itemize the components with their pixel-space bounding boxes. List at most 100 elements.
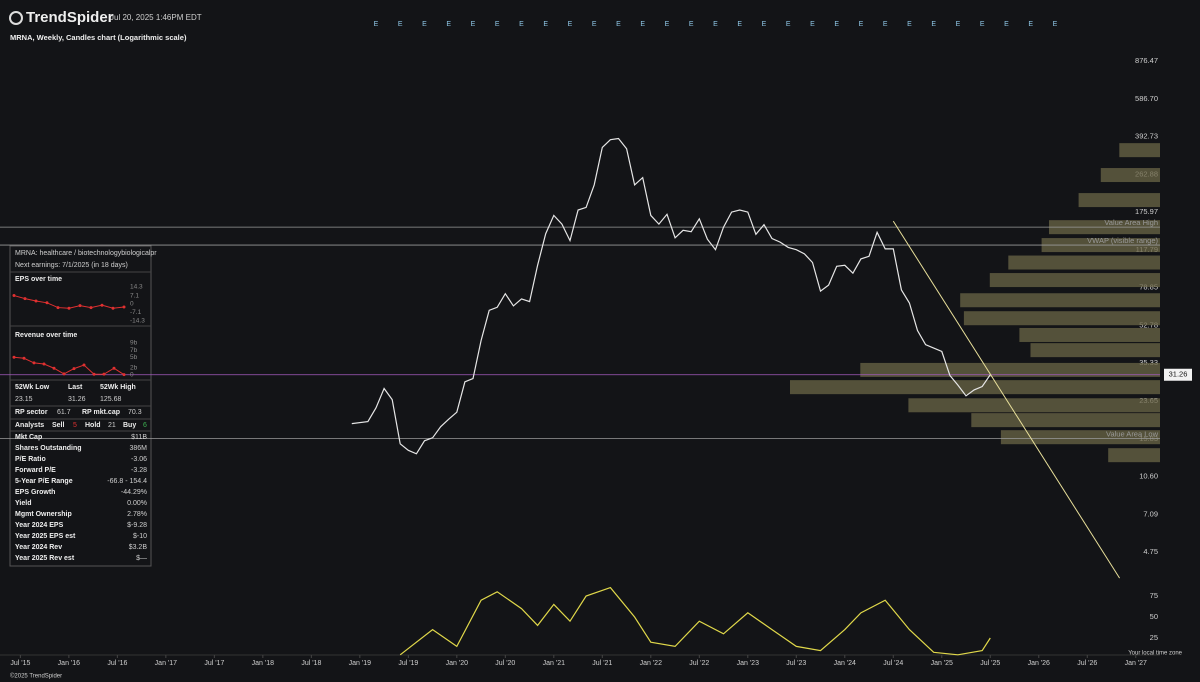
volume-profile-bar: [1008, 255, 1160, 270]
x-tick-label: Jul '24: [883, 660, 903, 667]
row-value: -3.06: [131, 456, 147, 463]
reference-label: Value Area Low: [1106, 429, 1159, 438]
row-label: Yield: [15, 500, 31, 507]
volume-profile-bar: [971, 413, 1160, 428]
x-tick-label: Jul '17: [204, 660, 224, 667]
y-tick-label: 78.85: [1139, 283, 1158, 292]
mini-dot: [32, 361, 36, 365]
mini-dot: [92, 372, 96, 376]
mini-dot: [52, 366, 56, 370]
mini-tick-label: 0: [130, 372, 134, 379]
stat-value: 23.15: [15, 396, 33, 403]
last-price-label: 31.26: [1169, 370, 1188, 379]
y-tick-label: 7.09: [1143, 509, 1158, 518]
y-tick-label: 4.75: [1143, 547, 1158, 556]
earnings-marker: E: [665, 21, 670, 28]
earnings-marker: E: [859, 21, 864, 28]
x-tick-label: Jul '23: [786, 660, 806, 667]
panel-text: 6: [143, 422, 147, 429]
row-value: -44.29%: [121, 489, 147, 496]
earnings-marker: E: [374, 21, 379, 28]
mini-dot: [82, 363, 86, 367]
x-tick-label: Jan '19: [349, 660, 371, 667]
mini-dot: [72, 367, 76, 371]
logo: [9, 11, 23, 25]
x-tick-label: Jul '22: [689, 660, 709, 667]
stat-value: 31.26: [68, 396, 86, 403]
x-tick-label: Jan '20: [446, 660, 468, 667]
mini-dot: [23, 297, 27, 301]
brand: TrendSpider: [26, 9, 114, 26]
earnings-marker: E: [786, 21, 791, 28]
earnings-marker: E: [1053, 21, 1058, 28]
row-value: 2.78%: [127, 511, 147, 518]
x-tick-label: Jan '16: [58, 660, 80, 667]
x-tick-label: Jan '18: [252, 660, 274, 667]
earnings-marker: E: [543, 21, 548, 28]
panel-text: MRNA: healthcare / biotechnologybiologic…: [15, 250, 157, 257]
earnings-marker: E: [980, 21, 985, 28]
mini-dot: [22, 356, 26, 360]
panel-text: Analysts: [15, 422, 44, 429]
mini-dot: [112, 366, 116, 370]
mini-tick-label: 9b: [130, 340, 138, 347]
y-tick-label: 876.47: [1135, 56, 1158, 65]
osc-tick-label: 50: [1150, 612, 1158, 621]
panel-text: 5: [73, 422, 77, 429]
volume-profile-bar: [1108, 448, 1160, 463]
earnings-marker: E: [931, 21, 936, 28]
x-tick-label: Jan '26: [1028, 660, 1050, 667]
chart-title: MRNA, Weekly, Candles chart (Logarithmic…: [10, 33, 187, 42]
panel-text: 61.7: [57, 409, 71, 416]
row-value: -3.28: [131, 467, 147, 474]
earnings-marker: E: [1028, 21, 1033, 28]
last-price-box: [1164, 368, 1192, 381]
earnings-marker: E: [471, 21, 476, 28]
mini-tick-label: 7b: [130, 347, 138, 354]
stat-value: 125.68: [100, 396, 122, 403]
volume-profile-bar: [989, 273, 1160, 288]
earnings-marker: E: [689, 21, 694, 28]
earnings-marker: E: [1004, 21, 1009, 28]
mini-dot: [122, 305, 126, 309]
panel-text: Hold: [85, 422, 101, 429]
reference-label: VWAP (visible range): [1087, 236, 1158, 245]
mini-tick-label: -14.3: [130, 318, 145, 325]
mini-dot: [56, 306, 60, 310]
x-tick-label: Jul '21: [592, 660, 612, 667]
mini-tick-label: 14.3: [130, 284, 143, 291]
earnings-marker: E: [737, 21, 742, 28]
row-value: 0.00%: [127, 500, 147, 507]
earnings-marker: E: [446, 21, 451, 28]
earnings-marker: E: [907, 21, 912, 28]
mini-tick-label: 5b: [130, 354, 138, 361]
reference-label: Value Area High: [1104, 218, 1158, 227]
x-tick-label: Jul '15: [10, 660, 30, 667]
earnings-marker: E: [834, 21, 839, 28]
panel-text: RP sector: [15, 409, 48, 416]
earnings-marker: E: [568, 21, 573, 28]
row-label: 5-Year P/E Range: [15, 478, 73, 485]
x-tick-label: Jan '24: [834, 660, 856, 667]
mini-dot: [67, 306, 71, 310]
volume-profile-bar: [790, 380, 1160, 395]
earnings-marker: E: [519, 21, 524, 28]
volume-profile-bar: [1000, 430, 1160, 445]
volume-profile-bar: [1078, 193, 1160, 208]
row-label: Shares Outstanding: [15, 445, 82, 452]
mini-dot: [89, 306, 93, 310]
earnings-marker: E: [422, 21, 427, 28]
earnings-marker: E: [398, 21, 403, 28]
volume-profile-bar: [860, 362, 1160, 377]
row-value: $3.2B: [129, 544, 148, 551]
stat-header: 52Wk Low: [15, 384, 50, 391]
earnings-marker: E: [762, 21, 767, 28]
mini-dot: [122, 373, 126, 377]
mini-tick-label: -7.1: [130, 309, 142, 316]
earnings-marker: E: [810, 21, 815, 28]
volume-profile-bar: [1100, 168, 1160, 183]
mini-tick-label: 7.1: [130, 292, 139, 299]
row-label: Forward P/E: [15, 467, 56, 474]
mini-dot: [100, 303, 104, 307]
